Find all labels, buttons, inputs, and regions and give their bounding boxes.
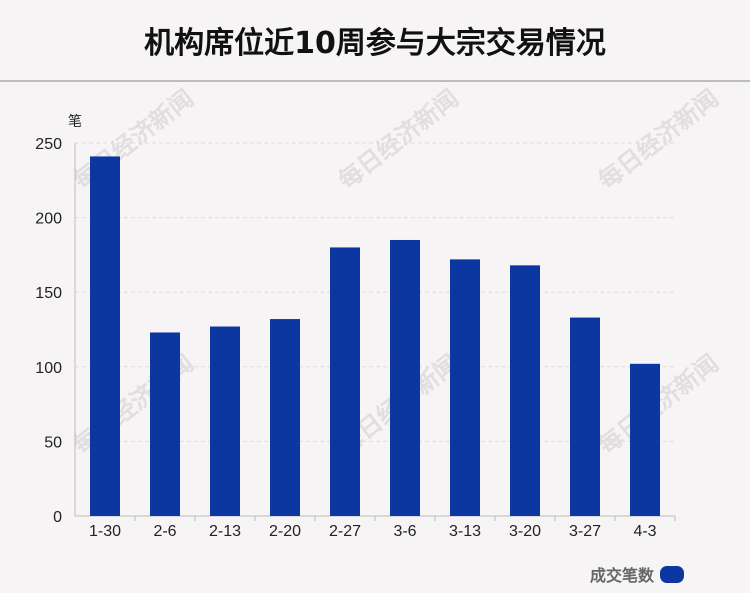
- x-tick-label: 2-27: [329, 523, 361, 540]
- bar: [330, 247, 360, 516]
- y-tick-label: 0: [53, 509, 62, 526]
- bar: [150, 332, 180, 516]
- y-tick-label: 150: [35, 285, 62, 302]
- bar: [570, 317, 600, 516]
- x-tick-label: 3-20: [509, 523, 541, 540]
- bar: [210, 326, 240, 516]
- y-tick-label: 50: [44, 434, 62, 451]
- y-tick-label: 100: [35, 360, 62, 377]
- legend-label: 成交笔数: [589, 566, 654, 585]
- x-tick-label: 2-20: [269, 523, 301, 540]
- tick-labels: 0 50 100 150 200 250 1-30 2-6 2-13 2-20 2-27 3-6 3-1…: [35, 136, 656, 540]
- bar: [90, 156, 120, 517]
- bar: [450, 259, 480, 516]
- bar: [270, 319, 300, 516]
- legend-swatch: [660, 565, 684, 583]
- bar: [630, 363, 660, 516]
- chart-title: 机构席位近10周参与大宗交易情况: [144, 26, 606, 61]
- y-tick-label: 250: [35, 136, 62, 153]
- x-tick-label: 2-13: [209, 523, 241, 540]
- bar: [510, 265, 540, 516]
- x-tick-label: 3-27: [569, 523, 601, 540]
- legend: 成交笔数: [590, 562, 684, 586]
- x-tick-label: 3-13: [449, 523, 481, 540]
- title-divider: [0, 80, 750, 82]
- y-axis-unit-label: 笔: [68, 114, 82, 130]
- x-tick-label: 1-30: [89, 523, 121, 540]
- bar: [390, 239, 420, 517]
- x-tick-label: 2-6: [153, 523, 176, 540]
- x-tick-label: 4-3: [633, 523, 656, 540]
- y-tick-label: 200: [35, 211, 62, 228]
- bars: [90, 156, 660, 517]
- x-tick-label: 3-6: [393, 523, 416, 540]
